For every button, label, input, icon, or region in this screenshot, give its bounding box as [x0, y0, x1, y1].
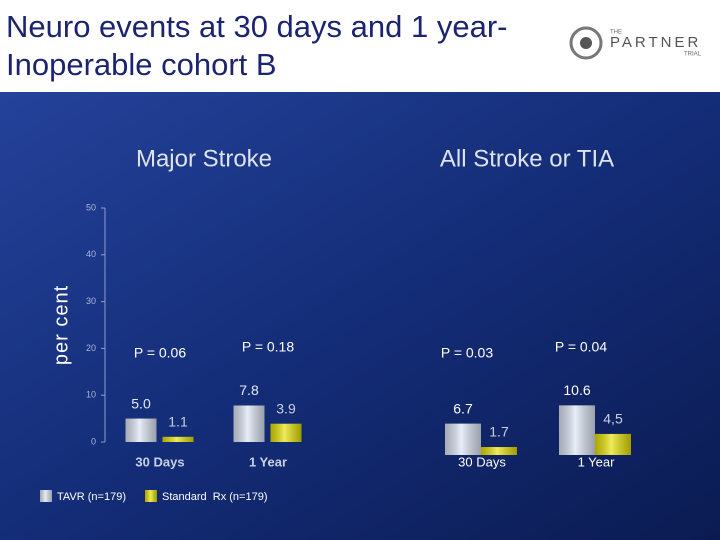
bar-shine: [270, 423, 302, 442]
x-tick-label: 30 Days: [135, 454, 184, 469]
bar-shine: [233, 405, 265, 442]
value-label: 7.8: [239, 382, 259, 398]
background: [0, 92, 720, 540]
y-tick-label: 30: [86, 296, 96, 306]
bar-shine: [445, 423, 481, 455]
p-value: P = 0.03: [441, 345, 494, 361]
logo-small: THE: [610, 30, 622, 36]
value-label: 5.0: [131, 395, 151, 411]
chart-area: Major Stroke per cent 0 10 20 30 40 50 30 Days P …: [0, 92, 720, 540]
x-tick-label: 30 Days: [458, 454, 506, 469]
header: Neuro events at 30 days and 1 year- Inop…: [0, 0, 720, 92]
y-tick-label: 40: [86, 249, 96, 259]
bar-shine: [125, 418, 157, 442]
p-value: P = 0.06: [134, 345, 187, 361]
logo: THE PARTNER TRIAL: [569, 26, 702, 60]
legend-label: TAVR (n=179): [57, 491, 126, 503]
bar-shine: [481, 447, 517, 455]
chart-title: All Stroke or TIA: [440, 145, 614, 172]
value-label: 10.6: [563, 382, 590, 398]
legend-swatch-shine: [145, 490, 157, 502]
value-label: 3.9: [276, 400, 296, 416]
y-tick-label: 50: [86, 202, 96, 212]
y-tick-label: 10: [86, 390, 96, 400]
slide-title: Neuro events at 30 days and 1 year- Inop…: [6, 9, 508, 82]
p-value: P = 0.18: [242, 339, 295, 355]
value-label: 4,5: [603, 411, 623, 427]
legend-label: Standard Rx (n=179): [162, 491, 267, 503]
bar-shine: [162, 436, 194, 442]
bar-shine: [559, 405, 595, 455]
logo-dot: [580, 37, 592, 49]
logo-sub: TRIAL: [684, 52, 702, 58]
logo-main: PARTNER: [610, 34, 701, 51]
logo-ring: [569, 26, 603, 60]
chart-title: Major Stroke: [136, 145, 272, 172]
value-label: 1.7: [489, 424, 509, 440]
bar-shine: [595, 433, 631, 455]
value-label: 6.7: [453, 400, 473, 416]
value-label: 1.1: [168, 414, 188, 430]
y-tick-label: 20: [86, 343, 96, 353]
y-tick-label: 0: [91, 436, 96, 446]
x-tick-label: 1 Year: [249, 454, 287, 469]
p-value: P = 0.04: [555, 339, 608, 355]
legend-swatch-shine: [40, 490, 52, 502]
y-axis-label: per cent: [50, 285, 72, 365]
x-tick-label: 1 Year: [578, 454, 616, 469]
